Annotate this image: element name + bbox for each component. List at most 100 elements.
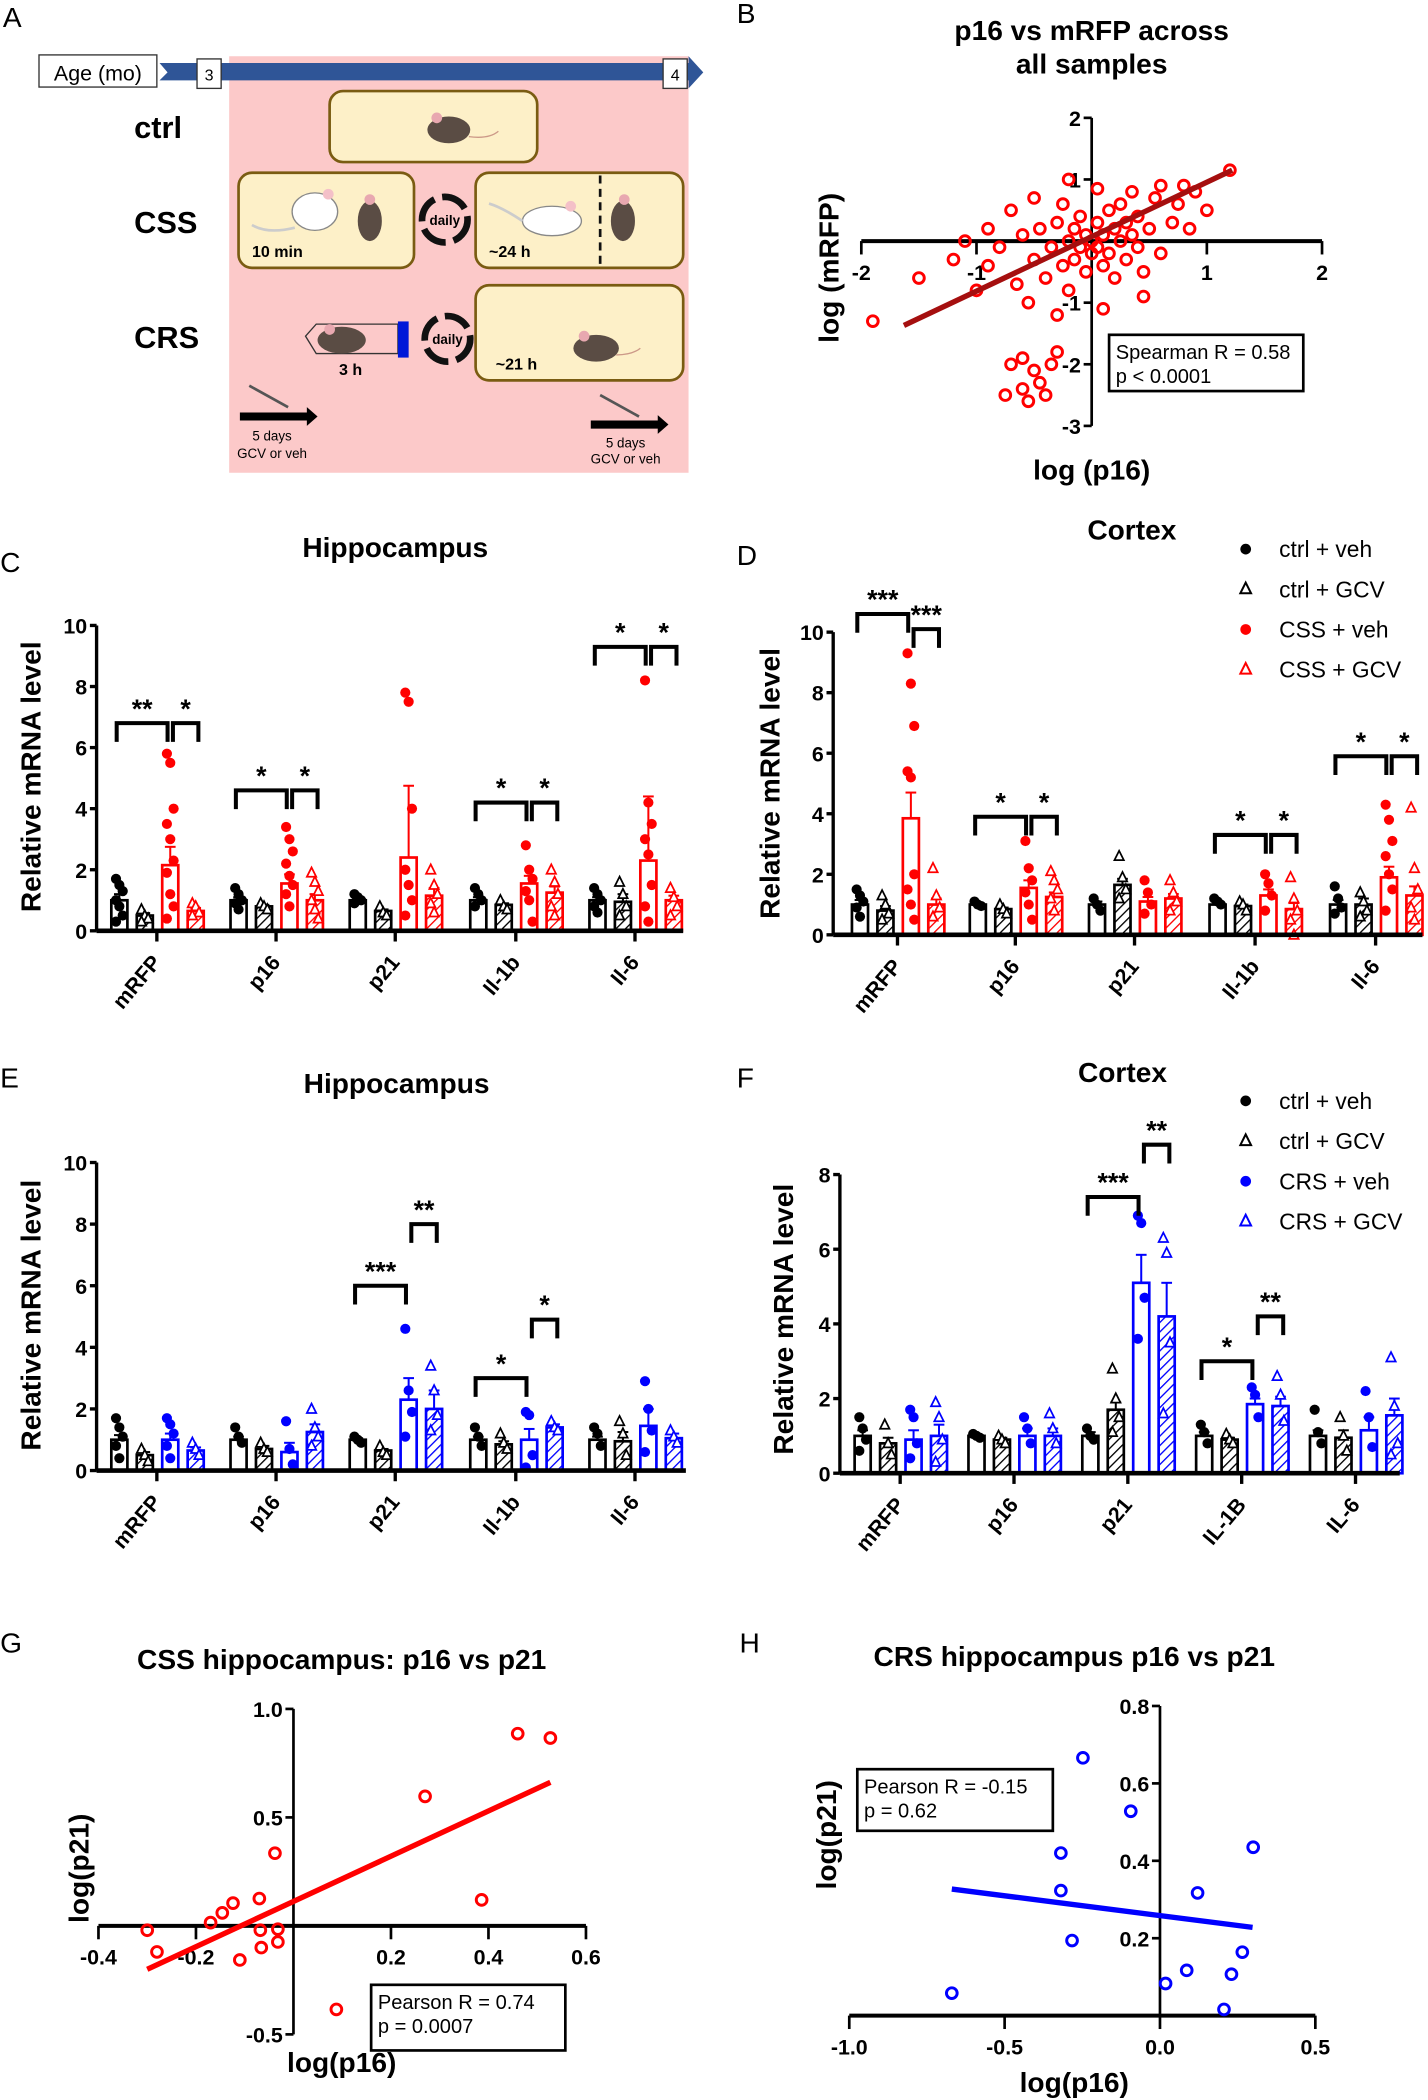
- data-point: [1153, 246, 1168, 261]
- data-point: [1061, 283, 1076, 298]
- data-point: [469, 901, 481, 912]
- data-point: [168, 855, 179, 866]
- bar-group-il-6: Il-6: [588, 675, 684, 990]
- data-point: [1260, 905, 1271, 916]
- data-point: [1163, 903, 1177, 916]
- data-point: [620, 1447, 633, 1461]
- x-axis-label: log (p16): [1033, 454, 1150, 485]
- data-point: [305, 865, 318, 878]
- y-axis-label: Relative mRNA level: [15, 641, 46, 912]
- data-point: [400, 1431, 411, 1442]
- data-point: [1340, 1443, 1353, 1456]
- data-point: [287, 1459, 298, 1470]
- data-point: [254, 1940, 269, 1955]
- stats-text: Pearson R = -0.15: [864, 1776, 1028, 1798]
- data-point: [944, 1986, 959, 2001]
- significance-bracket: [409, 1222, 439, 1243]
- significance-label: *: [1279, 806, 1290, 836]
- data-point: [287, 846, 298, 857]
- data-point: [1095, 905, 1106, 916]
- data-point: [854, 1412, 865, 1423]
- data-point: [548, 908, 561, 921]
- data-point: [236, 1437, 247, 1448]
- data-point: [639, 1376, 651, 1387]
- x-category-label: Il-6: [1347, 955, 1385, 994]
- data-point: [1329, 908, 1340, 919]
- row-label-css: CSS: [134, 205, 197, 240]
- bar-chart-c: Hippocampus Relative mRNA level 0 2 4 6 8 10 mRF…: [15, 532, 684, 1014]
- significance-bracket: [233, 788, 289, 810]
- x-category-label: Il-6: [606, 951, 644, 990]
- data-point: [1051, 882, 1064, 895]
- data-point: [1357, 894, 1370, 907]
- data-point: [639, 901, 651, 912]
- data-point: [114, 1453, 125, 1464]
- data-point: [165, 834, 176, 845]
- significance-label: *: [1039, 787, 1050, 817]
- legend-label: CRS + veh: [1279, 1168, 1390, 1194]
- data-point: [1026, 914, 1038, 925]
- significance-bracket: [911, 627, 942, 648]
- data-point: [1277, 1413, 1290, 1426]
- data-point: [403, 696, 414, 707]
- chart-title: Cortex: [1078, 1057, 1167, 1088]
- data-point: [875, 888, 889, 901]
- data-point: [981, 258, 995, 273]
- panel-letter-h: H: [739, 1628, 759, 1659]
- data-point: [616, 1426, 630, 1439]
- data-point: [268, 1846, 282, 1861]
- x-category-label: p16: [982, 955, 1024, 999]
- data-point: [117, 910, 128, 921]
- data-point: [161, 818, 172, 830]
- data-point: [1405, 900, 1418, 913]
- data-point: [168, 803, 179, 814]
- stats-text: p < 0.0001: [1116, 366, 1211, 388]
- legend-marker-dot: [1240, 1175, 1252, 1187]
- data-point: [854, 1445, 865, 1456]
- data-point: [1022, 1423, 1033, 1434]
- data-point: [1119, 882, 1132, 895]
- data-point: [1253, 1412, 1264, 1423]
- data-point: [1076, 1751, 1090, 1765]
- data-point: [356, 1437, 367, 1448]
- legend-label: ctrl + veh: [1279, 1088, 1372, 1114]
- mouse-icon: [357, 194, 382, 242]
- data-point: [161, 1440, 172, 1451]
- data-point: [976, 900, 987, 912]
- significance-label: *: [496, 773, 507, 803]
- chart-title: Hippocampus: [302, 532, 488, 563]
- data-point: [1200, 203, 1214, 218]
- data-point: [1023, 899, 1034, 910]
- crs-home-cage: [474, 283, 685, 382]
- data-point: [500, 1441, 514, 1454]
- y-tick-label: 2: [812, 863, 824, 887]
- data-point: [1021, 394, 1036, 409]
- data-point: [1125, 184, 1139, 199]
- data-point: [192, 1447, 206, 1461]
- chart-title: all samples: [1016, 49, 1168, 80]
- data-point: [1054, 1883, 1068, 1898]
- data-point: [406, 895, 418, 906]
- y-tick-label: 8: [812, 682, 824, 706]
- data-point: [1287, 891, 1301, 904]
- data-point: [1336, 902, 1347, 913]
- significance-bracket: [1029, 814, 1059, 836]
- legend-label: CSS + veh: [1279, 617, 1388, 643]
- significance-label: *: [1356, 727, 1367, 757]
- mouse-icon: [251, 188, 339, 232]
- data-point: [287, 879, 298, 891]
- bar-group-il-1b: Il-1b: [1208, 869, 1304, 1004]
- data-point: [135, 914, 148, 927]
- x-tick-label: -2: [852, 261, 871, 285]
- data-point: [643, 849, 654, 860]
- data-point: [1073, 209, 1087, 224]
- x-tick-label: -0.4: [80, 1946, 117, 1970]
- month-start-box: [196, 58, 222, 90]
- data-point: [1056, 258, 1070, 273]
- data-point: [1038, 388, 1053, 402]
- data-point: [936, 1432, 949, 1445]
- data-point: [1333, 893, 1344, 904]
- regression-line: [951, 1886, 1253, 1931]
- significance-bracket: [649, 644, 679, 666]
